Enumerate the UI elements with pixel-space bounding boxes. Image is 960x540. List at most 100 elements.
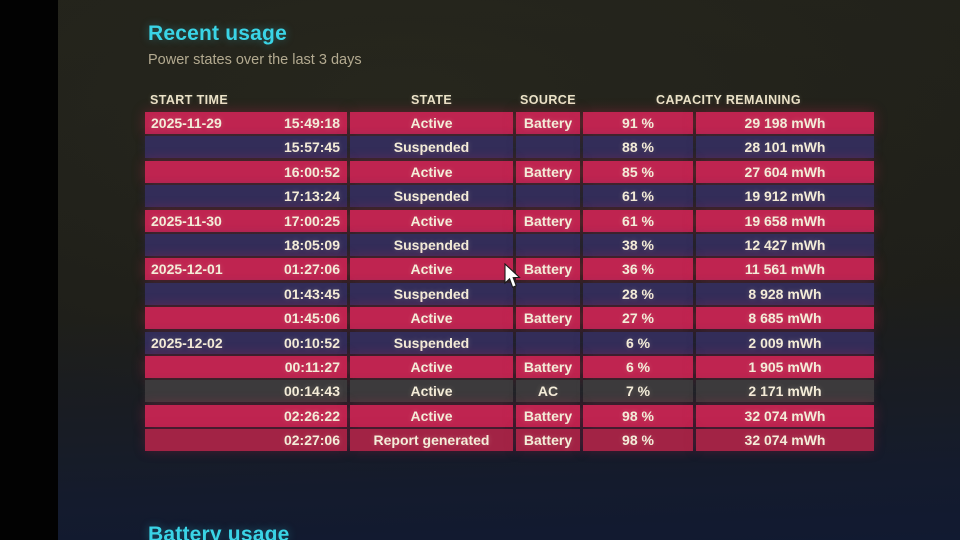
cell-capacity-percent: 98 %: [583, 404, 693, 427]
cell-source: [516, 185, 580, 208]
cell-capacity-percent: 27 %: [583, 307, 693, 330]
cell-capacity-percent: 88 %: [583, 136, 693, 159]
cell-capacity-mwh: 27 604 mWh: [696, 160, 874, 183]
cell-capacity-percent: 28 %: [583, 282, 693, 305]
table-header-row: START TIME STATE SOURCE CAPACITY REMAINI…: [145, 90, 874, 110]
cell-capacity-mwh: 12 427 mWh: [696, 233, 874, 256]
cell-source: [516, 136, 580, 159]
row-time: 01:43:45: [283, 285, 340, 302]
cell-start-time: 15:57:45: [145, 136, 347, 159]
cell-source: [516, 331, 580, 354]
page-title: Recent usage: [148, 22, 287, 45]
monitor-bezel: [0, 0, 58, 540]
cell-source: Battery: [516, 355, 580, 378]
recent-usage-table: START TIME STATE SOURCE CAPACITY REMAINI…: [145, 90, 874, 453]
cell-capacity-mwh: 32 074 mWh: [696, 404, 874, 427]
cell-capacity-percent: 91 %: [583, 112, 693, 134]
cell-capacity-mwh: 19 912 mWh: [696, 185, 874, 208]
row-date: 2025-11-29: [151, 115, 222, 131]
cell-capacity-mwh: 19 658 mWh: [696, 209, 874, 232]
cell-capacity-mwh: 2 171 mWh: [696, 380, 874, 403]
cell-state: Active: [350, 209, 513, 232]
cell-source: AC: [516, 380, 580, 403]
cell-source: Battery: [516, 209, 580, 232]
row-time: 00:10:52: [283, 334, 340, 351]
row-time: 02:26:22: [283, 407, 340, 424]
cell-capacity-mwh: 1 905 mWh: [696, 355, 874, 378]
row-time: 00:14:43: [283, 383, 340, 400]
cell-state: Active: [350, 160, 513, 183]
cell-state: Active: [350, 258, 513, 281]
row-time: 17:13:24: [283, 188, 340, 205]
row-time: 16:00:52: [283, 163, 340, 180]
cell-start-time: 2025-12-02 00:10:52: [145, 331, 347, 354]
cell-state: Suspended: [350, 136, 513, 159]
cell-capacity-mwh: 28 101 mWh: [696, 136, 874, 159]
row-date: 2025-12-01: [151, 261, 223, 278]
cell-state: Active: [350, 380, 513, 403]
cell-capacity-mwh: 8 685 mWh: [696, 307, 874, 330]
cell-state: Active: [350, 307, 513, 330]
table-row: 00:11:27 Active Battery 6 % 1 905 mWh: [145, 355, 874, 378]
cell-state: Active: [350, 404, 513, 427]
table-row: 02:26:22 Active Battery 98 % 32 074 mWh: [145, 404, 874, 427]
row-time: 15:57:45: [283, 139, 340, 156]
row-time: 01:27:06: [283, 261, 340, 278]
row-time: 00:11:27: [284, 358, 340, 375]
cell-state: Suspended: [350, 331, 513, 354]
cell-capacity-percent: 38 %: [583, 233, 693, 256]
cell-capacity-mwh: 32 074 mWh: [696, 429, 874, 452]
cell-capacity-mwh: 8 928 mWh: [696, 282, 874, 305]
table-row: 01:43:45 Suspended 28 % 8 928 mWh: [145, 282, 874, 305]
table-row: 18:05:09 Suspended 38 % 12 427 mWh: [145, 233, 874, 256]
cell-state: Report generated: [350, 429, 513, 452]
cell-start-time: 00:11:27: [145, 355, 347, 378]
row-time: 17:00:25: [283, 212, 340, 229]
cell-capacity-percent: 61 %: [583, 185, 693, 208]
cell-source: [516, 282, 580, 305]
row-time: 01:45:06: [283, 310, 340, 327]
cell-state: Active: [350, 112, 513, 134]
column-header-capacity-remaining: CAPACITY REMAINING: [656, 93, 801, 107]
next-section-title: Battery usage: [148, 523, 290, 540]
cell-start-time: 02:26:22: [145, 404, 347, 427]
cell-source: Battery: [516, 258, 580, 281]
table-row: 2025-12-02 00:10:52 Suspended 6 % 2 009 m…: [145, 331, 874, 354]
cell-state: Suspended: [350, 185, 513, 208]
cell-capacity-percent: 36 %: [583, 258, 693, 281]
table-row: 2025-12-01 01:27:06 Active Battery 36 % 1…: [145, 258, 874, 281]
cell-source: Battery: [516, 160, 580, 183]
cell-source: Battery: [516, 404, 580, 427]
cell-source: Battery: [516, 429, 580, 452]
cell-capacity-percent: 85 %: [583, 160, 693, 183]
cell-capacity-percent: 7 %: [583, 380, 693, 403]
cell-start-time: 02:27:06: [145, 429, 347, 452]
cell-start-time: 2025-12-01 01:27:06: [145, 258, 347, 281]
table-row: 00:14:43 Active AC 7 % 2 171 mWh: [145, 380, 874, 403]
page-subtitle: Power states over the last 3 days: [148, 52, 362, 68]
table-row: 02:27:06 Report generated Battery 98 % 3…: [145, 429, 874, 452]
cell-start-time: 00:14:43: [145, 380, 347, 403]
row-date: 2025-12-02: [151, 334, 223, 351]
cell-start-time: 2025-11-30 17:00:25: [145, 209, 347, 232]
cell-capacity-percent: 6 %: [583, 355, 693, 378]
table-row: 15:57:45 Suspended 88 % 28 101 mWh: [145, 136, 874, 159]
cell-start-time: 18:05:09: [145, 233, 347, 256]
table-row: 17:13:24 Suspended 61 % 19 912 mWh: [145, 185, 874, 208]
table-row: 2025-11-29 15:49:18 Active Battery 91 % 2…: [145, 112, 874, 134]
cell-start-time: 01:43:45: [145, 282, 347, 305]
cell-source: Battery: [516, 307, 580, 330]
row-time: 15:49:18: [283, 115, 340, 131]
cell-capacity-mwh: 11 561 mWh: [696, 258, 874, 281]
cell-capacity-percent: 61 %: [583, 209, 693, 232]
row-time: 02:27:06: [283, 432, 340, 449]
cell-state: Suspended: [350, 233, 513, 256]
row-date: 2025-11-30: [151, 212, 222, 229]
cell-capacity-mwh: 2 009 mWh: [696, 331, 874, 354]
column-header-start-time: START TIME: [150, 93, 229, 107]
cell-state: Suspended: [350, 282, 513, 305]
column-header-state: STATE: [410, 93, 453, 107]
row-time: 18:05:09: [283, 236, 340, 253]
cell-start-time: 01:45:06: [145, 307, 347, 330]
